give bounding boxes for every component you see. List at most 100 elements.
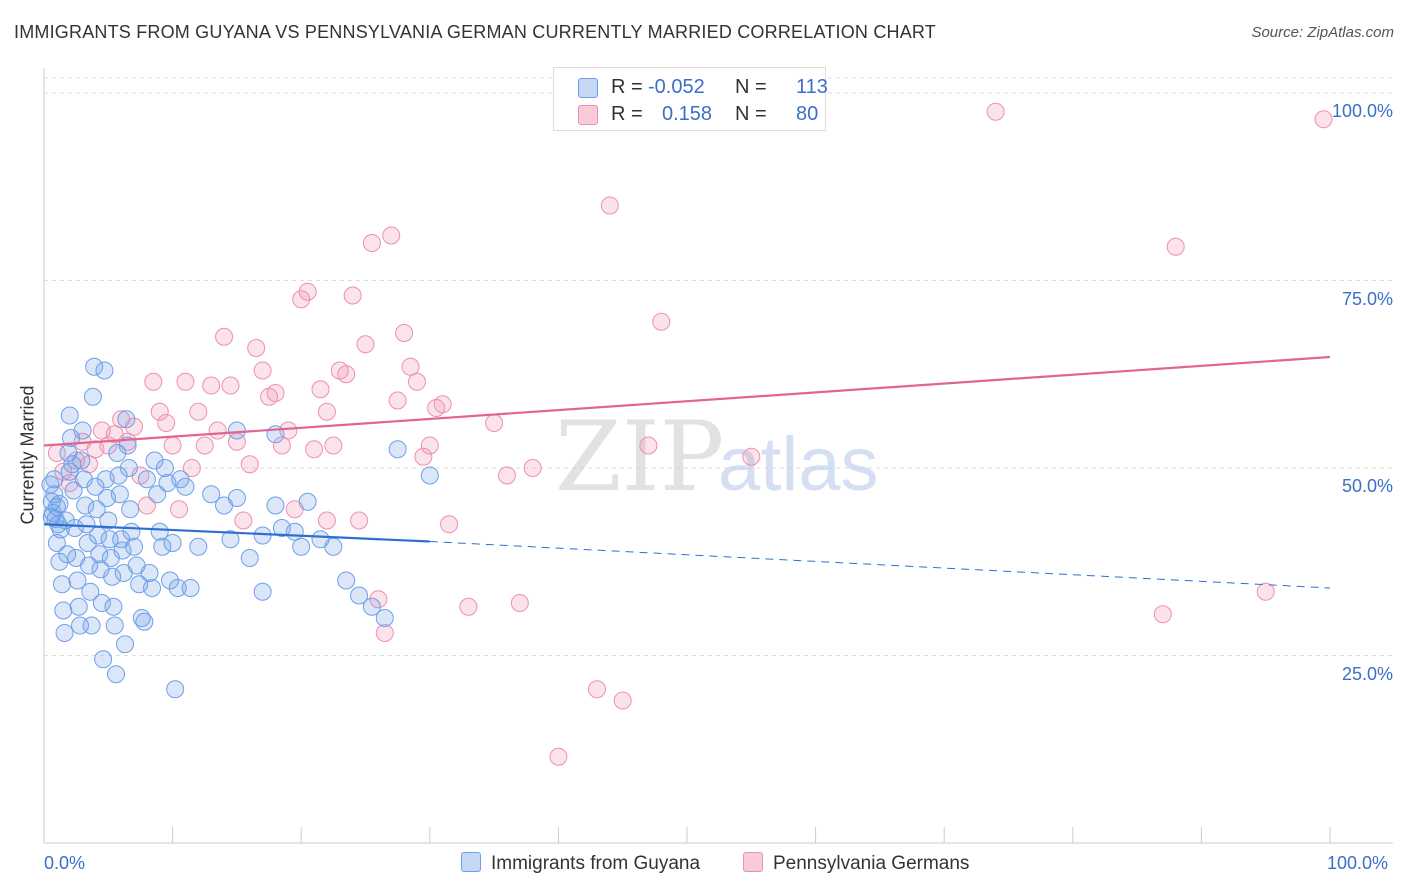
data-point [356,335,375,354]
data-point [215,327,234,346]
trend-lines [43,355,1331,589]
data-point [72,451,91,470]
data-point [247,339,266,357]
data-point [170,500,189,519]
data-point [125,417,144,436]
data-point [55,624,74,642]
source-label: Source: ZipAtlas.com [1251,24,1394,41]
data-point [113,541,132,560]
data-point [73,421,92,440]
data-point [137,470,156,489]
data-point [143,579,162,597]
data-point [87,500,106,519]
data-point [253,361,272,380]
data-point [485,414,504,432]
data-point [77,515,96,534]
data-point [163,436,182,455]
data-point [121,500,140,519]
data-point [137,496,156,515]
correlation-legend: R = -0.052 N = 113 R = 0.158 N = 80 [553,67,828,131]
data-point [83,387,102,406]
data-point [157,414,176,432]
data-point [395,324,414,342]
data-point [587,680,606,699]
data-point [227,489,246,507]
data-point [103,567,122,586]
data-point [85,357,104,376]
chart-title: IMMIGRANTS FROM GUYANA VS PENNSYLVANIA G… [14,22,936,42]
data-point [317,511,336,530]
data-point [266,384,285,402]
data-point [144,372,163,391]
y-tick-label: 75.0% [1341,288,1393,309]
data-point [140,564,159,582]
data-point [189,537,208,556]
watermark-zip: ZIP [555,401,724,513]
data-point [440,515,459,534]
y-tick-label: 25.0% [1341,663,1393,684]
data-point [350,586,369,605]
data-point [45,470,64,489]
legend-n-label: N = [735,103,767,125]
data-point [221,530,240,549]
data-point [292,537,311,556]
data-point [118,432,137,451]
data-point [986,102,1005,121]
data-point [163,534,182,552]
data-point [337,365,356,384]
data-point [292,290,311,309]
data-point [298,492,317,511]
data-point [266,496,285,515]
data-point [110,485,129,504]
data-point [324,537,343,556]
data-point [600,196,619,215]
legend-swatch-blue [578,78,598,98]
data-point [99,511,118,530]
trend-line-penn-german [43,355,1331,447]
data-point [240,549,259,567]
data-point [150,402,169,421]
data-point [86,477,105,496]
data-point [202,376,221,395]
watermark: ZIP atlas [555,401,879,513]
data-point [54,601,73,620]
y-axis-title: Currently Married [17,385,38,525]
legend-r-value: -0.052 [648,76,705,98]
data-point [221,376,240,395]
x-axis-max-label: 100.0% [1327,853,1389,873]
legend-swatch-pink [578,105,598,125]
data-point [107,665,126,684]
data-point [305,440,324,459]
data-point [82,616,101,635]
data-point [80,556,99,575]
data-point [65,519,84,537]
bottom-legend-swatch-blue [461,852,481,872]
watermark-atlas: atlas [718,422,879,507]
data-point [109,466,128,485]
data-point [76,496,95,515]
data-point [337,571,356,590]
data-point [227,421,246,440]
data-point [497,466,516,485]
trend-line-guyana [43,523,430,543]
data-point [161,571,180,590]
data-point [420,466,439,485]
data-point [208,421,227,440]
bottom-legend-penn-german: Pennsylvania Germans [743,852,969,875]
data-point [116,635,135,654]
data-point [253,582,272,601]
data-point [652,312,671,331]
data-point [420,436,439,455]
data-point [240,455,259,474]
data-point [108,444,127,462]
data-point [94,650,113,669]
data-point [176,372,195,391]
data-point [119,459,138,477]
data-point [253,526,272,545]
x-axis-min-label: 0.0% [44,853,86,873]
data-point [90,545,109,564]
legend-r-label: R = [611,76,643,98]
legend-n-label: N = [735,76,767,98]
data-point [118,436,137,455]
data-point [362,597,381,616]
